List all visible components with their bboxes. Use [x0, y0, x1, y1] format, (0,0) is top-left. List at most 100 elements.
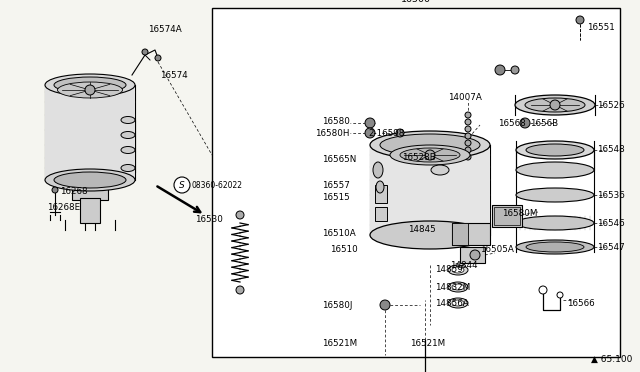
Text: 16565N: 16565N [322, 155, 356, 164]
Circle shape [236, 211, 244, 219]
Ellipse shape [526, 144, 584, 156]
Bar [370, 145, 490, 235]
Ellipse shape [516, 216, 594, 230]
Ellipse shape [448, 298, 468, 308]
Ellipse shape [390, 145, 470, 165]
Bar [45, 85, 135, 180]
Ellipse shape [431, 165, 449, 175]
Circle shape [236, 286, 244, 294]
Circle shape [495, 65, 505, 75]
Ellipse shape [370, 221, 490, 249]
Text: 16580H: 16580H [315, 128, 349, 138]
Circle shape [52, 187, 58, 193]
Circle shape [465, 133, 471, 139]
Text: 16566: 16566 [567, 298, 595, 308]
Bar [452, 223, 468, 245]
Bar [452, 223, 490, 245]
Circle shape [396, 129, 404, 137]
Bar [80, 198, 100, 223]
Text: 16510A: 16510A [322, 228, 356, 237]
Text: 16574: 16574 [160, 71, 188, 80]
Ellipse shape [54, 77, 126, 93]
Text: 16536: 16536 [597, 190, 625, 199]
Circle shape [365, 118, 375, 128]
Circle shape [465, 140, 471, 146]
Circle shape [425, 150, 435, 160]
Text: 14844: 14844 [450, 260, 477, 269]
Bar [375, 185, 387, 203]
Circle shape [380, 300, 390, 310]
Text: ▲ 65.100: ▲ 65.100 [591, 355, 632, 364]
Ellipse shape [448, 282, 468, 292]
Circle shape [539, 286, 547, 294]
Ellipse shape [516, 141, 594, 159]
Ellipse shape [45, 169, 135, 191]
Bar [494, 207, 520, 225]
Text: 16548: 16548 [597, 145, 625, 154]
Circle shape [465, 126, 471, 132]
Ellipse shape [376, 181, 384, 193]
Bar [492, 205, 522, 227]
Circle shape [465, 147, 471, 153]
Text: 16268: 16268 [60, 187, 88, 196]
Ellipse shape [516, 188, 594, 202]
Circle shape [550, 100, 560, 110]
Ellipse shape [370, 131, 490, 159]
Text: 14832M: 14832M [435, 282, 470, 292]
Text: 16580: 16580 [322, 118, 350, 126]
Ellipse shape [452, 267, 464, 273]
Text: S: S [179, 180, 185, 189]
Ellipse shape [373, 162, 383, 178]
Text: 16568: 16568 [498, 119, 525, 128]
Ellipse shape [380, 134, 480, 156]
Text: 14859: 14859 [435, 266, 463, 275]
Ellipse shape [452, 284, 464, 290]
Ellipse shape [448, 265, 468, 275]
Text: 16268E: 16268E [47, 203, 80, 212]
Bar [460, 247, 485, 263]
Text: 16551: 16551 [587, 23, 615, 32]
Circle shape [465, 154, 471, 160]
Text: 16580J: 16580J [322, 301, 353, 310]
Ellipse shape [121, 147, 135, 154]
Text: 16574A: 16574A [148, 26, 182, 35]
Ellipse shape [121, 116, 135, 124]
Text: 08360-62022: 08360-62022 [192, 180, 243, 189]
Circle shape [365, 128, 375, 138]
Circle shape [470, 250, 480, 260]
Circle shape [511, 66, 519, 74]
Text: 16505A: 16505A [480, 246, 514, 254]
Ellipse shape [58, 82, 122, 98]
Ellipse shape [516, 240, 594, 254]
Ellipse shape [54, 172, 126, 188]
Ellipse shape [525, 98, 585, 112]
Text: 14856A: 14856A [435, 298, 468, 308]
Text: 16580M: 16580M [502, 208, 538, 218]
Text: 16521M: 16521M [322, 339, 357, 347]
Text: 16546: 16546 [597, 218, 625, 228]
Circle shape [465, 112, 471, 118]
Ellipse shape [400, 148, 460, 162]
Text: 16510: 16510 [330, 246, 358, 254]
Text: 16500: 16500 [401, 0, 431, 4]
Text: 16557: 16557 [322, 180, 350, 189]
Text: 16515: 16515 [322, 192, 349, 202]
Ellipse shape [452, 300, 464, 306]
Ellipse shape [121, 131, 135, 138]
Circle shape [85, 85, 95, 95]
Circle shape [142, 49, 148, 55]
Bar [375, 207, 387, 221]
Text: 2-16598: 2-16598 [368, 128, 404, 138]
Ellipse shape [515, 95, 595, 115]
Circle shape [557, 292, 563, 298]
Ellipse shape [121, 164, 135, 171]
Circle shape [465, 119, 471, 125]
Bar [72, 180, 108, 200]
Circle shape [520, 118, 530, 128]
Ellipse shape [516, 162, 594, 178]
Ellipse shape [526, 242, 584, 252]
Text: 16526: 16526 [597, 100, 625, 109]
Circle shape [174, 177, 190, 193]
Text: 14007A: 14007A [448, 93, 482, 102]
Text: 16528B: 16528B [402, 153, 436, 161]
